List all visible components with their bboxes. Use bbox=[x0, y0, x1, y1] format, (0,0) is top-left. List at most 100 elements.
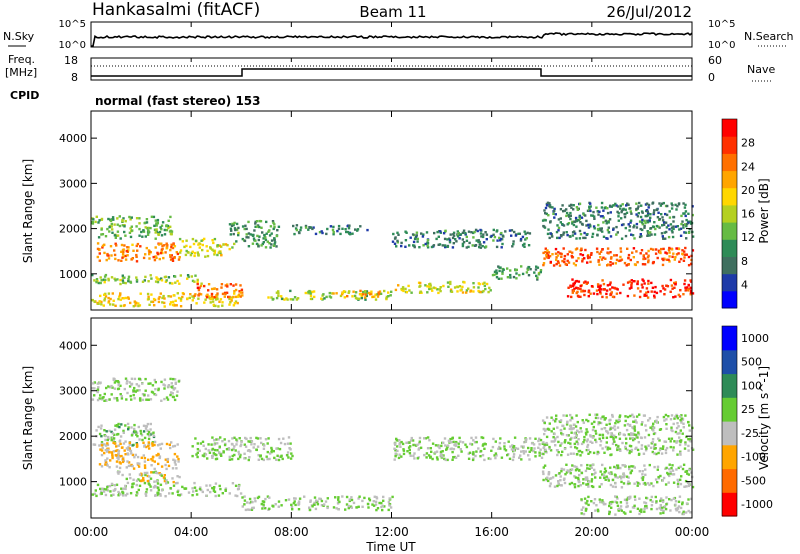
velocity-cell bbox=[293, 497, 296, 500]
power-cell bbox=[649, 213, 652, 216]
velocity-cell bbox=[160, 474, 163, 477]
power-cell bbox=[150, 293, 153, 296]
velocity-cell bbox=[387, 508, 390, 512]
power-cell bbox=[116, 223, 119, 226]
power-cell bbox=[559, 221, 562, 224]
power-cell bbox=[263, 234, 266, 237]
power-cell bbox=[205, 245, 208, 248]
power-cell bbox=[629, 207, 632, 210]
power-cell bbox=[261, 242, 264, 246]
velocity-cell bbox=[591, 436, 595, 439]
velocity-cell bbox=[153, 484, 157, 488]
power-cell bbox=[612, 204, 615, 207]
velocity-cell bbox=[446, 444, 450, 447]
power-cell bbox=[258, 219, 261, 223]
velocity-cell bbox=[598, 433, 601, 437]
velocity-cell bbox=[228, 448, 231, 451]
velocity-cell bbox=[657, 437, 660, 440]
velocity-cell bbox=[665, 503, 668, 506]
velocity-cell bbox=[575, 447, 579, 450]
power-cell bbox=[485, 238, 488, 241]
power-cell bbox=[541, 219, 545, 222]
velocity-cell bbox=[313, 496, 317, 499]
velocity-cell bbox=[380, 505, 383, 509]
power-cell bbox=[508, 229, 512, 232]
power-cell bbox=[489, 289, 492, 292]
power-cell bbox=[477, 289, 480, 293]
velocity-cell bbox=[105, 450, 109, 453]
power-cell bbox=[641, 228, 644, 232]
power-cell bbox=[673, 281, 676, 285]
velocity-cell bbox=[659, 447, 662, 450]
velocity-cell bbox=[671, 473, 674, 476]
velocity-cell bbox=[223, 443, 227, 447]
power-cell bbox=[578, 229, 582, 233]
power-cell bbox=[660, 232, 664, 235]
power-cell bbox=[571, 231, 575, 234]
velocity-cell bbox=[113, 428, 117, 431]
power-cell bbox=[560, 252, 563, 256]
power-cell bbox=[254, 222, 257, 225]
power-cell bbox=[419, 281, 422, 285]
velocity-cell bbox=[166, 398, 170, 401]
power-cell bbox=[575, 237, 578, 240]
velocity-cell bbox=[227, 439, 231, 443]
velocity-cell bbox=[141, 398, 145, 402]
power-cell bbox=[546, 249, 549, 252]
power-cell bbox=[100, 303, 103, 306]
power-cell bbox=[345, 230, 348, 234]
power-colorbar-tick: 20 bbox=[741, 184, 755, 197]
power-cell bbox=[602, 282, 606, 286]
velocity-cell bbox=[503, 447, 506, 451]
power-cell bbox=[596, 292, 599, 296]
power-cell bbox=[691, 249, 695, 252]
power-cell bbox=[121, 256, 124, 259]
velocity-cell bbox=[605, 436, 609, 439]
power-cell bbox=[497, 265, 500, 268]
power-cell bbox=[659, 204, 663, 207]
velocity-cell bbox=[599, 440, 603, 443]
velocity-cell bbox=[308, 508, 312, 512]
power-cell bbox=[581, 253, 585, 257]
power-cell bbox=[138, 304, 142, 307]
power-cell bbox=[112, 299, 115, 302]
velocity-cell bbox=[644, 501, 648, 505]
velocity-cell bbox=[520, 458, 523, 461]
power-cell bbox=[669, 223, 673, 226]
velocity-cell bbox=[612, 435, 615, 439]
power-cell bbox=[165, 246, 169, 249]
velocity-cell bbox=[619, 501, 623, 504]
velocity-cell bbox=[332, 506, 336, 509]
power-cell bbox=[271, 298, 274, 301]
power-cell bbox=[265, 232, 268, 235]
velocity-cell bbox=[480, 436, 483, 439]
power-cell bbox=[499, 239, 502, 242]
velocity-cell bbox=[602, 501, 605, 504]
station-title: Hankasalmi (fitACF) bbox=[92, 0, 260, 20]
power-cell bbox=[523, 245, 526, 248]
power-cell bbox=[537, 273, 541, 276]
velocity-cell bbox=[221, 492, 224, 495]
power-cell bbox=[665, 230, 668, 234]
velocity-cell bbox=[113, 381, 117, 384]
power-cell bbox=[578, 217, 581, 221]
velocity-cell bbox=[235, 440, 239, 443]
velocity-cell bbox=[133, 456, 136, 459]
velocity-cell bbox=[550, 416, 553, 419]
velocity-cell bbox=[178, 475, 181, 479]
power-cell bbox=[585, 224, 588, 227]
power-cell bbox=[572, 204, 575, 207]
velocity-cell bbox=[635, 433, 638, 437]
power-cell bbox=[323, 297, 326, 300]
velocity-cell bbox=[144, 473, 147, 477]
velocity-cell bbox=[443, 437, 447, 440]
power-cell bbox=[626, 202, 629, 205]
power-cell bbox=[292, 224, 295, 228]
power-cell bbox=[438, 243, 442, 246]
velocity-cell bbox=[117, 494, 120, 497]
power-cell bbox=[233, 221, 236, 225]
power-cell bbox=[213, 295, 216, 299]
power-cell bbox=[356, 229, 359, 232]
velocity-cell bbox=[628, 465, 631, 468]
